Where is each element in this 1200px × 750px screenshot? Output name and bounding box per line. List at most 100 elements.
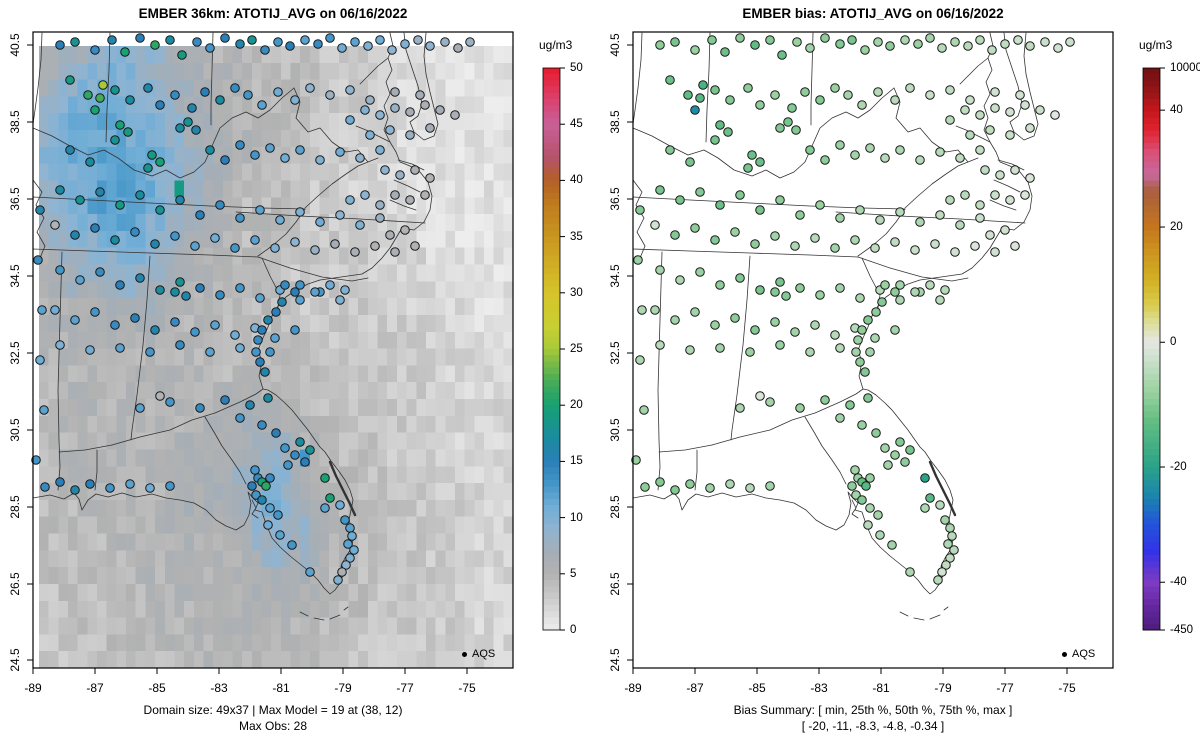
station-dot <box>877 297 887 307</box>
station-dot <box>975 145 985 155</box>
raster-cell <box>77 634 88 652</box>
raster-cell <box>406 146 417 165</box>
raster-cell <box>406 449 417 467</box>
raster-cell <box>280 230 292 249</box>
raster-cell <box>203 62 214 81</box>
colorbar-segment <box>1143 124 1160 132</box>
raster-cell <box>300 533 311 551</box>
raster-cell <box>174 180 185 198</box>
raster-cell <box>58 46 69 64</box>
raster-cell <box>77 550 88 568</box>
raster-cell <box>503 46 513 64</box>
raster-cell <box>213 247 224 266</box>
colorbar-segment <box>1143 217 1160 225</box>
raster-cell <box>213 449 224 467</box>
station-dot <box>155 285 165 295</box>
raster-cell <box>454 281 466 299</box>
raster-cell <box>387 62 398 81</box>
station-dot <box>277 297 287 307</box>
raster-cell <box>251 550 262 568</box>
station-dot <box>990 87 1000 97</box>
raster-cell <box>300 483 311 501</box>
boundary-line <box>32 87 295 179</box>
raster-cell <box>68 550 79 568</box>
station-dot <box>925 493 935 503</box>
colorbar-segment <box>1143 174 1160 182</box>
colorbar-segment <box>1143 105 1160 113</box>
raster-cell <box>39 499 50 518</box>
raster-cell <box>280 130 292 148</box>
station-dot <box>135 33 145 43</box>
station-dot <box>265 143 275 153</box>
station-dot <box>955 153 965 163</box>
raster-cell <box>164 264 175 282</box>
raster-cell <box>406 113 417 131</box>
raster-cell <box>454 79 466 97</box>
raster-cell <box>309 382 321 400</box>
raster-cell <box>213 550 224 568</box>
colorbar-segment <box>1143 186 1160 194</box>
raster-cell <box>184 634 195 652</box>
raster-cell <box>329 314 340 333</box>
colorbar-segment <box>543 492 560 500</box>
colorbar-segment <box>1143 149 1160 157</box>
raster-cell <box>184 264 195 282</box>
raster-cell <box>48 415 59 434</box>
station-dot <box>387 45 397 55</box>
raster-cell <box>242 348 253 366</box>
station-dot <box>210 320 220 330</box>
raster-cell <box>251 600 262 619</box>
raster-cell <box>396 415 408 434</box>
raster-cell <box>319 230 330 249</box>
colorbar-segment <box>1143 417 1160 425</box>
station-dot <box>150 40 160 50</box>
raster-cell <box>406 197 417 215</box>
boundary-line <box>304 161 369 209</box>
raster-cell <box>280 533 292 551</box>
raster-cell <box>77 651 88 668</box>
raster-cell <box>358 281 369 299</box>
station-dot <box>745 483 755 493</box>
station-dot <box>349 545 359 555</box>
raster-cell <box>87 483 98 501</box>
raster-cell <box>329 415 340 434</box>
station-dot <box>857 420 867 430</box>
raster-cell <box>435 550 446 568</box>
raster-cell <box>135 348 146 366</box>
raster-cell <box>483 314 495 333</box>
raster-cell <box>251 365 262 383</box>
colorbar-segment <box>1143 498 1160 506</box>
raster-cell <box>329 113 340 131</box>
raster-cell <box>271 365 282 383</box>
colorbar-segment <box>543 349 560 356</box>
raster-cell <box>425 516 437 535</box>
raster-cell <box>454 499 466 518</box>
raster-cell <box>338 146 350 165</box>
raster-cell <box>300 567 311 585</box>
raster-cell <box>503 499 513 518</box>
raster-cell <box>454 113 466 131</box>
raster-cell <box>493 281 504 299</box>
raster-cell <box>164 516 175 535</box>
raster-cell <box>174 348 185 366</box>
raster-cell <box>164 79 175 97</box>
raster-cell <box>145 567 156 585</box>
raster-cell <box>377 230 388 249</box>
raster-cell <box>454 449 466 467</box>
raster-cell <box>367 146 379 165</box>
station-dot <box>55 340 65 350</box>
station-dot <box>633 255 643 265</box>
raster-cell <box>319 600 330 619</box>
y-axis-tick-label: 36.5 <box>8 187 22 211</box>
raster-cell <box>213 163 224 181</box>
station-dot <box>655 265 665 275</box>
station-dot <box>735 273 745 283</box>
raster-cell <box>116 550 127 568</box>
raster-cell <box>483 432 495 450</box>
raster-cell <box>319 331 330 350</box>
raster-cell <box>406 96 417 114</box>
raster-cell <box>319 298 330 316</box>
raster-cell <box>106 415 117 434</box>
raster-cell <box>135 617 146 635</box>
station-dot <box>420 190 430 200</box>
